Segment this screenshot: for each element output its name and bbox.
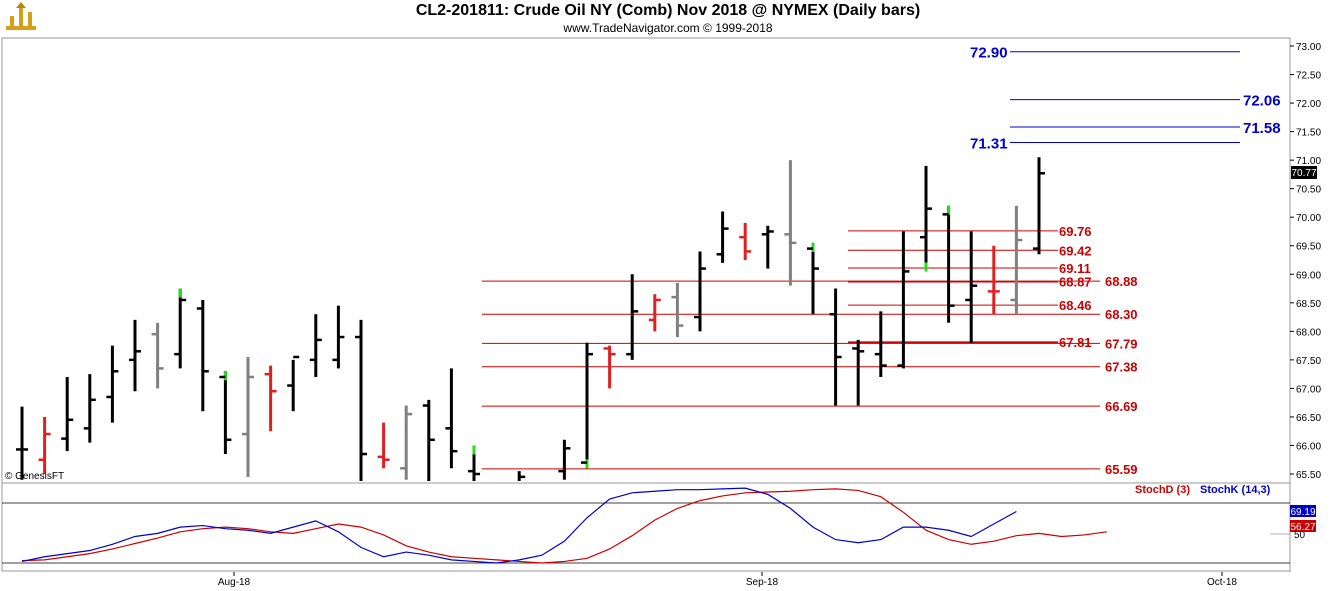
time-axis-label: Sep-18 bbox=[746, 577, 779, 588]
price-bar bbox=[965, 231, 978, 343]
price-tick-label: 66.50 bbox=[1296, 413, 1321, 424]
price-bar bbox=[942, 205, 955, 323]
price-tick-label: 70.00 bbox=[1296, 213, 1321, 224]
chart-title: CL2-201811: Crude Oil NY (Comb) Nov 2018… bbox=[415, 2, 921, 19]
price-bar bbox=[897, 231, 910, 369]
stoch-d-legend: StochD (3) bbox=[1135, 484, 1190, 496]
price-bar bbox=[468, 445, 480, 481]
red-level-label: 66.69 bbox=[1105, 399, 1138, 414]
price-bar bbox=[784, 160, 797, 286]
price-bar bbox=[242, 357, 254, 477]
price-bar bbox=[332, 305, 345, 369]
price-panel-frame bbox=[1, 37, 1291, 484]
red-level-label: 68.46 bbox=[1059, 298, 1092, 313]
price-bar bbox=[603, 345, 616, 389]
stoch-k-line bbox=[21, 487, 1017, 564]
stoch-d-value-box bbox=[1290, 520, 1316, 532]
price-bar bbox=[174, 288, 187, 369]
price-tick-label: 67.50 bbox=[1296, 356, 1321, 367]
price-bar bbox=[1010, 205, 1023, 315]
red-level-label: 68.88 bbox=[1105, 274, 1138, 289]
price-bar bbox=[920, 165, 932, 272]
price-bar bbox=[445, 368, 458, 469]
genesis-watermark: © GenesisFT bbox=[5, 471, 64, 482]
price-bar bbox=[196, 299, 209, 412]
target-level-label: 72.90 bbox=[970, 45, 1008, 62]
price-bar bbox=[151, 322, 164, 389]
trade-navigator-logo bbox=[4, 2, 38, 37]
price-bar bbox=[671, 282, 684, 338]
price-bar bbox=[648, 294, 661, 332]
price-bar bbox=[400, 405, 413, 480]
price-bar bbox=[626, 274, 639, 360]
price-bar bbox=[355, 319, 367, 481]
target-level-label: 71.58 bbox=[1243, 120, 1281, 137]
price-tick-label: 65.50 bbox=[1296, 470, 1321, 481]
price-bar bbox=[581, 342, 593, 469]
price-bar bbox=[61, 376, 74, 452]
price-tick-label: 68.00 bbox=[1296, 327, 1321, 338]
red-level-label: 67.81 bbox=[1059, 335, 1092, 350]
price-bar bbox=[761, 225, 774, 269]
red-level-label: 67.79 bbox=[1105, 336, 1138, 351]
stoch-y-tick: 50 bbox=[1294, 530, 1306, 541]
stoch-k-value: 69.19 bbox=[1290, 507, 1315, 518]
red-level-label: 67.38 bbox=[1105, 360, 1138, 375]
time-axis-label: Oct-18 bbox=[1207, 577, 1237, 588]
price-tick-label: 69.00 bbox=[1296, 270, 1321, 281]
price-bar bbox=[874, 311, 887, 377]
price-tick-label: 67.00 bbox=[1296, 384, 1321, 395]
price-bar bbox=[219, 371, 232, 455]
chart-subtitle: www.TradeNavigator.com © 1999-2018 bbox=[563, 21, 773, 35]
stoch-d-value: 56.27 bbox=[1290, 522, 1315, 533]
price-bar bbox=[422, 399, 435, 481]
price-tick-label: 72.50 bbox=[1296, 71, 1321, 82]
price-bar bbox=[1033, 157, 1045, 255]
time-axis-label: Aug-18 bbox=[218, 577, 251, 588]
price-tick-label: 69.50 bbox=[1296, 242, 1321, 253]
red-level-label: 69.42 bbox=[1059, 243, 1092, 258]
price-tick-label: 68.50 bbox=[1296, 299, 1321, 310]
price-bar bbox=[739, 222, 752, 260]
stochastic-panel-frame bbox=[1, 482, 1291, 572]
price-bar bbox=[852, 339, 865, 406]
price-bar bbox=[38, 416, 51, 474]
last-price-box bbox=[1291, 166, 1317, 179]
price-bar bbox=[309, 314, 322, 377]
price-tick-label: 70.50 bbox=[1296, 185, 1321, 196]
target-level-label: 72.06 bbox=[1243, 93, 1281, 110]
price-tick-label: 73.00 bbox=[1296, 42, 1321, 53]
stoch-k-value-box bbox=[1290, 505, 1316, 517]
price-tick-label: 71.00 bbox=[1296, 156, 1321, 167]
price-bar bbox=[377, 422, 390, 469]
price-bar bbox=[287, 355, 300, 412]
red-level-label: 65.59 bbox=[1105, 462, 1138, 477]
price-bar bbox=[558, 439, 571, 480]
red-level-label: 69.76 bbox=[1059, 224, 1092, 239]
red-level-label: 68.30 bbox=[1105, 307, 1138, 322]
price-tick-label: 71.50 bbox=[1296, 128, 1321, 139]
price-bar bbox=[83, 374, 96, 443]
stoch-k-legend: StochK (14,3) bbox=[1200, 484, 1271, 496]
price-bar bbox=[987, 245, 1000, 315]
price-bar bbox=[106, 345, 119, 423]
red-level-label: 68.87 bbox=[1059, 275, 1092, 290]
price-bar bbox=[16, 406, 28, 480]
price-bar bbox=[694, 251, 706, 332]
last-price-label: 70.77 bbox=[1291, 168, 1316, 179]
price-bar bbox=[807, 242, 819, 315]
red-level-label: 69.11 bbox=[1059, 261, 1091, 276]
price-bar bbox=[129, 319, 141, 392]
price-bar bbox=[829, 288, 842, 406]
stoch-d-line bbox=[21, 488, 1107, 564]
target-level-label: 71.31 bbox=[970, 135, 1008, 152]
price-tick-label: 72.00 bbox=[1296, 99, 1321, 110]
price-bar bbox=[517, 471, 526, 481]
price-bar bbox=[716, 211, 729, 263]
price-tick-label: 66.00 bbox=[1296, 441, 1321, 452]
price-bar bbox=[264, 365, 277, 432]
